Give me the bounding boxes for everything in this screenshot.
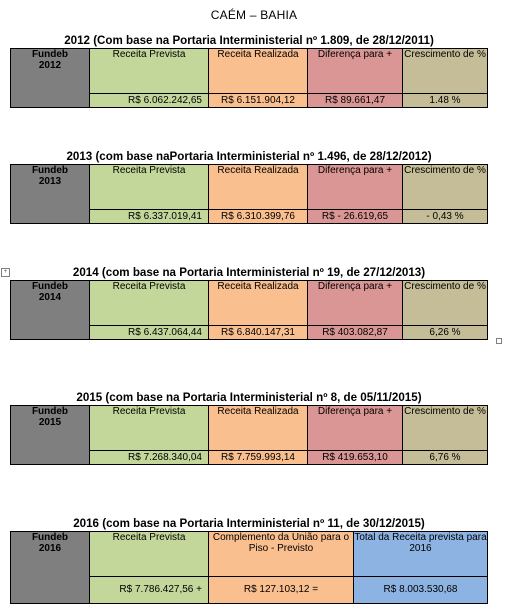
revenue-table: Fundeb 2012 Receita Prevista Receita Rea… [10, 48, 488, 108]
section-title: 2012 (Com base na Portaria Interminister… [64, 34, 434, 47]
fundeb-label: Fundeb [31, 532, 69, 543]
year-label: 2014 [38, 292, 62, 303]
fundeb-year-cell: Fundeb 2016 [10, 531, 90, 604]
header-crescimento: Crescimento de % [402, 280, 488, 326]
header-receita-prevista: Receita Prevista [89, 531, 209, 577]
header-crescimento: Crescimento de % [402, 405, 488, 451]
value-diferenca: R$ 419.653,10 [307, 450, 403, 465]
revenue-table: Fundeb 2013 Receita Prevista Receita Rea… [10, 164, 488, 224]
section-title: 2016 (com base na Portaria Interminister… [73, 517, 425, 530]
header-receita-realizada: Receita Realizada [208, 405, 308, 451]
header-crescimento: Crescimento de % [402, 164, 488, 210]
header-receita-prevista: Receita Prevista [89, 164, 209, 210]
section-title: 2013 (com base naPortaria Interministeri… [66, 150, 432, 163]
fundeb-year-cell: Fundeb 2013 [10, 164, 90, 224]
value-receita-realizada: R$ 6.310.399,76 [208, 209, 308, 224]
section-title: 2015 (com base na Portaria Interminister… [76, 391, 422, 404]
year-label: 2013 [38, 176, 62, 187]
page-title: CAÉM – BAHIA [210, 8, 298, 22]
fundeb-label: Fundeb [31, 165, 69, 176]
section-title: 2014 (com base na Portaria Interminister… [72, 266, 426, 279]
value-crescimento: 6,76 % [402, 450, 488, 465]
header-diferenca: Diferença para + [307, 280, 403, 326]
fundeb-label: Fundeb [31, 406, 69, 417]
header-receita-prevista: Receita Prevista [89, 280, 209, 326]
header-receita-realizada: Receita Realizada [208, 280, 308, 326]
value-crescimento: - 0,43 % [402, 209, 488, 224]
revenue-table: Fundeb 2016 Receita Prevista Complemento… [10, 531, 488, 604]
header-receita-realizada: Receita Realizada [208, 48, 308, 94]
value-receita-prevista: R$ 6.337.019,41 [89, 209, 209, 224]
header-crescimento: Crescimento de % [402, 48, 488, 94]
header-total-receita: Total da Receita prevista para 2016 [353, 531, 488, 577]
value-crescimento: 6,26 % [402, 325, 488, 340]
fundeb-year-cell: Fundeb 2012 [10, 48, 90, 108]
header-receita-prevista: Receita Prevista [89, 405, 209, 451]
year-label: 2016 [38, 543, 62, 554]
value-receita-prevista: R$ 7.268.340,04 [89, 450, 209, 465]
fundeb-label: Fundeb [31, 281, 69, 292]
value-receita-prevista: R$ 6.437.064,44 [89, 325, 209, 340]
value-receita-prevista: R$ 7.786.427,56 + [89, 576, 209, 604]
value-receita-realizada: R$ 7.759.993,14 [208, 450, 308, 465]
header-diferenca: Diferença para + [307, 48, 403, 94]
value-crescimento: 1.48 % [402, 93, 488, 108]
header-complemento-uniao: Complemento da União para o Piso - Previ… [208, 531, 354, 577]
header-receita-prevista: Receita Prevista [89, 48, 209, 94]
table-move-handle[interactable]: + [1, 268, 10, 277]
header-diferenca: Diferença para + [307, 164, 403, 210]
fundeb-year-cell: Fundeb 2015 [10, 405, 90, 465]
value-diferenca: R$ - 26.619,65 [307, 209, 403, 224]
value-complemento-uniao: R$ 127.103,12 = [208, 576, 354, 604]
value-receita-prevista: R$ 6.062.242,65 [89, 93, 209, 108]
year-label: 2012 [38, 60, 62, 71]
revenue-table: Fundeb 2015 Receita Prevista Receita Rea… [10, 405, 488, 465]
value-receita-realizada: R$ 6.840.147,31 [208, 325, 308, 340]
value-diferenca: R$ 89.661,47 [307, 93, 403, 108]
value-total-receita: R$ 8.003.530,68 [353, 576, 488, 604]
value-receita-realizada: R$ 6.151.904,12 [208, 93, 308, 108]
fundeb-label: Fundeb [31, 49, 69, 60]
header-receita-realizada: Receita Realizada [208, 164, 308, 210]
header-diferenca: Diferença para + [307, 405, 403, 451]
fundeb-year-cell: Fundeb 2014 [10, 280, 90, 340]
value-diferenca: R$ 403.082,87 [307, 325, 403, 340]
year-label: 2015 [38, 417, 62, 428]
table-resize-handle[interactable] [496, 338, 502, 344]
revenue-table: Fundeb 2014 Receita Prevista Receita Rea… [10, 280, 488, 340]
